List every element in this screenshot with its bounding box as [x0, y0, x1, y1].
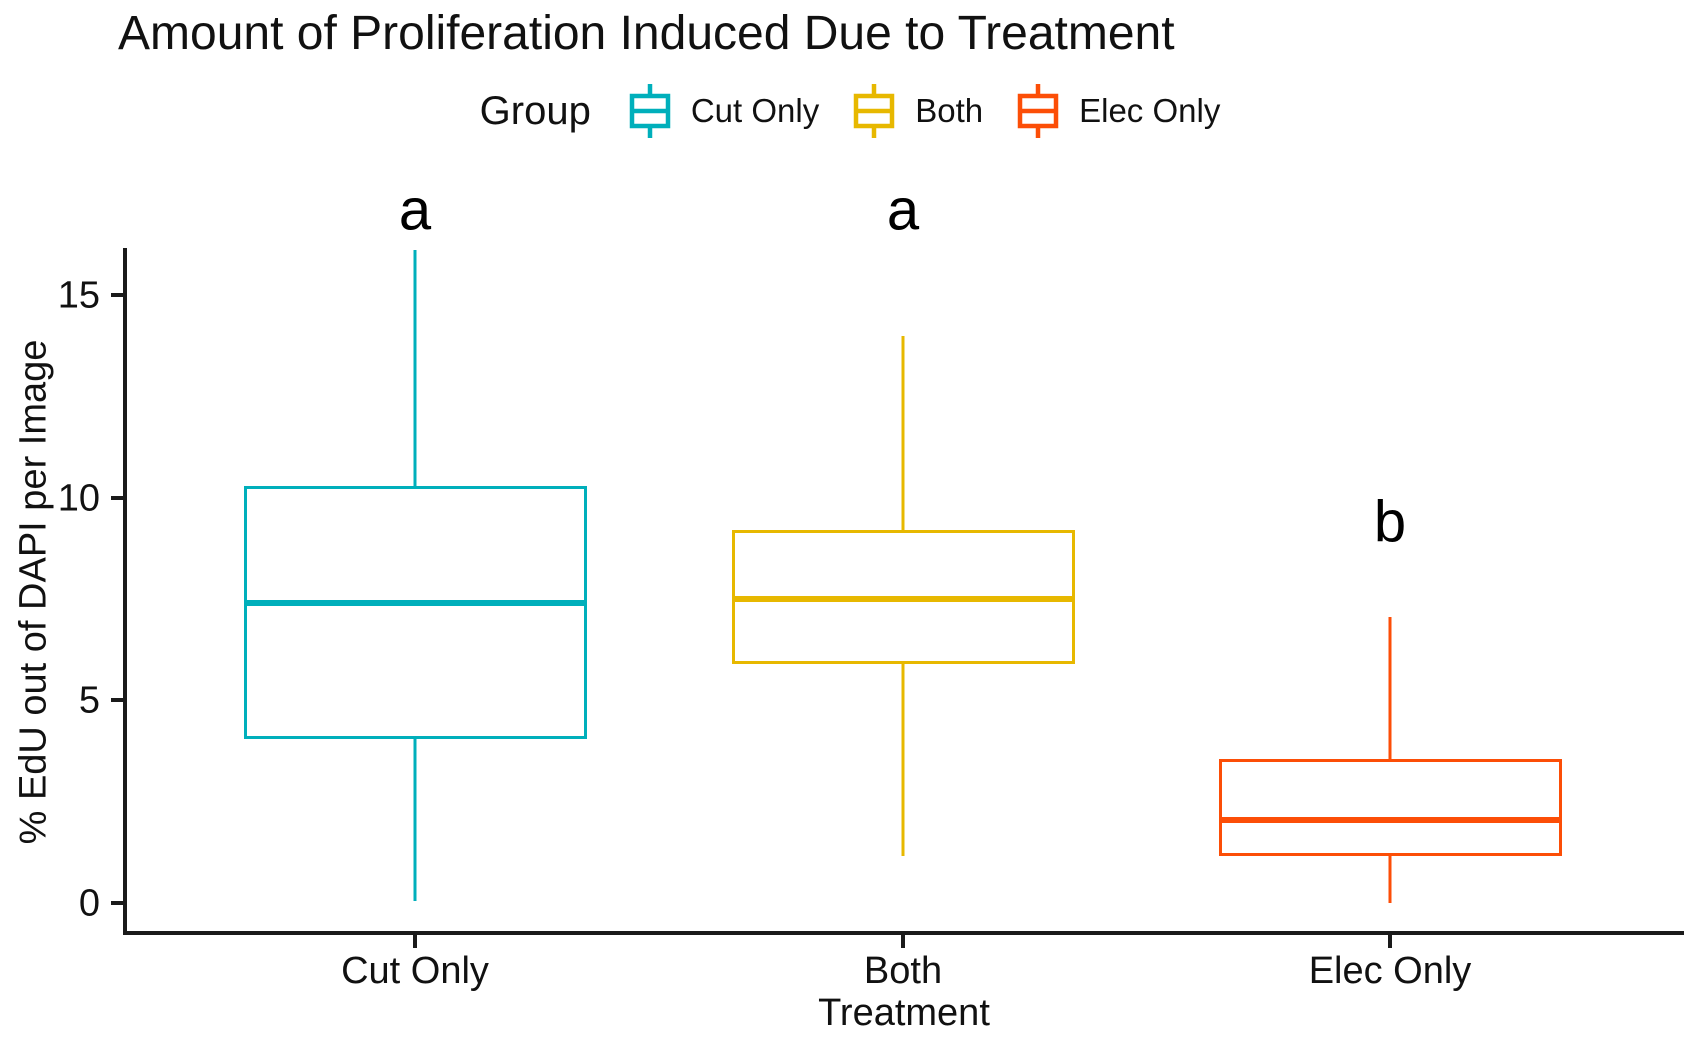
sig-label-cut-only: a: [398, 177, 432, 243]
y-axis-line: [123, 248, 127, 935]
sig-label-elec-only: b: [1373, 489, 1407, 555]
median-line-cut-only: [243, 600, 587, 607]
y-tick-10: [111, 495, 124, 500]
y-tick-15: [111, 293, 124, 298]
box-elec-only: [1218, 759, 1562, 857]
y-tick-label-0: 0: [78, 882, 100, 925]
x-axis-line: [123, 931, 1684, 935]
boxplot-key-icon-cut-only: [629, 84, 671, 138]
sig-label-both: a: [886, 177, 920, 243]
legend-item-both: Both: [849, 82, 983, 140]
legend-label-both: Both: [915, 92, 984, 129]
boxplot-key-icon-both: [853, 84, 895, 138]
median-line-both: [731, 596, 1075, 603]
y-tick-label-15: 15: [57, 274, 100, 317]
y-tick-0: [111, 901, 124, 905]
x-tick-label-elec-only: Elec Only: [1308, 950, 1472, 992]
x-tick-label-cut-only: Cut Only: [341, 950, 489, 992]
boxplot-key-icon-elec-only: [1017, 84, 1059, 138]
legend-title: Group: [479, 88, 591, 133]
legend-item-elec-only: Elec Only: [1013, 82, 1220, 140]
chart-title: Amount of Proliferation Induced Due to T…: [118, 7, 1175, 60]
legend-label-cut-only: Cut Only: [690, 92, 820, 129]
x-tick-label-both: Both: [863, 950, 943, 992]
y-axis-title: % EdU out of DAPI per Image: [12, 339, 55, 845]
x-axis-title: Treatment: [818, 992, 990, 1034]
legend-item-cut-only: Cut Only: [625, 82, 819, 140]
x-tick-both: [901, 935, 905, 948]
legend: Group Cut Only Both Elec Only: [180, 82, 1520, 140]
x-tick-elec-only: [1388, 935, 1392, 948]
box-cut-only: [243, 485, 587, 739]
y-tick-label-10: 10: [57, 477, 100, 520]
y-tick-5: [111, 698, 124, 703]
x-tick-cut-only: [413, 935, 417, 948]
y-tick-label-5: 5: [78, 679, 100, 722]
median-line-elec-only: [1218, 816, 1562, 823]
legend-label-elec-only: Elec Only: [1079, 92, 1221, 129]
